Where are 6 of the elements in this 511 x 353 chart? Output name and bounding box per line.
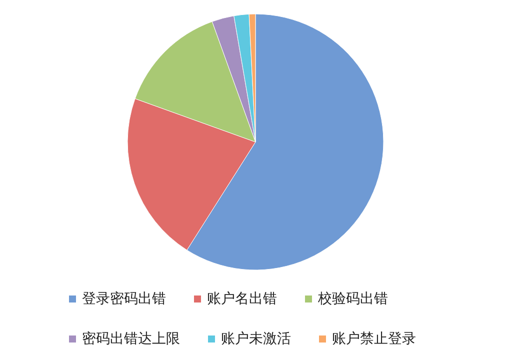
- legend-label: 账户名出错: [207, 291, 277, 307]
- legend-label: 密码出错达上限: [82, 331, 180, 347]
- legend-label: 账户未激活: [221, 331, 291, 347]
- legend-label: 账户禁止登录: [332, 331, 416, 347]
- legend-label: 登录密码出错: [82, 291, 166, 307]
- legend-label: 校验码出错: [317, 291, 388, 307]
